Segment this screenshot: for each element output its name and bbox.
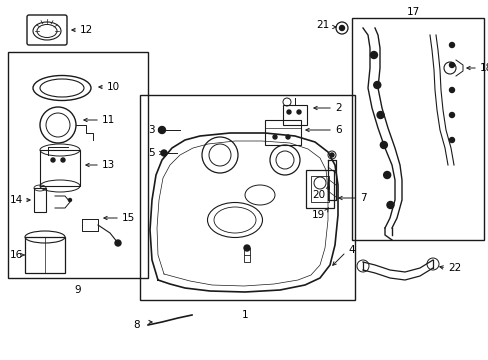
Text: 9: 9: [75, 285, 81, 295]
Text: 1: 1: [241, 310, 248, 320]
Text: 16: 16: [10, 250, 23, 260]
Bar: [264, 120, 301, 145]
Text: 15: 15: [122, 213, 135, 223]
Circle shape: [51, 158, 55, 162]
Circle shape: [244, 245, 249, 251]
Bar: [305, 170, 333, 208]
Text: 13: 13: [102, 160, 115, 170]
Circle shape: [448, 138, 453, 143]
Text: 10: 10: [107, 82, 120, 92]
Circle shape: [158, 126, 165, 134]
Text: 5: 5: [148, 148, 154, 158]
Text: 6: 6: [334, 125, 341, 135]
Text: 18: 18: [479, 63, 488, 73]
Circle shape: [68, 198, 71, 202]
Text: 7: 7: [359, 193, 366, 203]
Circle shape: [370, 51, 377, 58]
Text: 4: 4: [347, 245, 354, 255]
Text: 11: 11: [102, 115, 115, 125]
Circle shape: [448, 87, 453, 93]
Circle shape: [285, 135, 289, 139]
Circle shape: [383, 171, 390, 179]
Text: 21: 21: [315, 20, 328, 30]
Circle shape: [272, 135, 276, 139]
Bar: [25, 237, 65, 273]
Circle shape: [296, 110, 301, 114]
Text: 20: 20: [311, 190, 325, 200]
Bar: [310, 176, 328, 202]
Text: 12: 12: [80, 25, 93, 35]
Circle shape: [286, 110, 290, 114]
Bar: [283, 105, 306, 125]
Circle shape: [115, 240, 121, 246]
Circle shape: [376, 112, 383, 118]
Circle shape: [161, 150, 167, 156]
Circle shape: [386, 202, 393, 208]
Circle shape: [448, 42, 453, 48]
Bar: [34, 188, 46, 212]
Circle shape: [380, 141, 386, 148]
Text: 2: 2: [334, 103, 341, 113]
Text: 3: 3: [148, 125, 154, 135]
Circle shape: [448, 112, 453, 117]
Circle shape: [61, 158, 65, 162]
Text: 22: 22: [447, 263, 460, 273]
Circle shape: [373, 81, 380, 89]
Text: 17: 17: [406, 7, 419, 17]
Circle shape: [339, 26, 344, 31]
Text: 19: 19: [311, 210, 325, 220]
Text: 8: 8: [133, 320, 140, 330]
Bar: [351, 18, 483, 240]
Bar: [140, 95, 354, 300]
Circle shape: [329, 153, 333, 157]
Bar: [40, 150, 80, 186]
Bar: [8, 52, 148, 278]
Circle shape: [448, 63, 453, 68]
Text: 14: 14: [10, 195, 23, 205]
